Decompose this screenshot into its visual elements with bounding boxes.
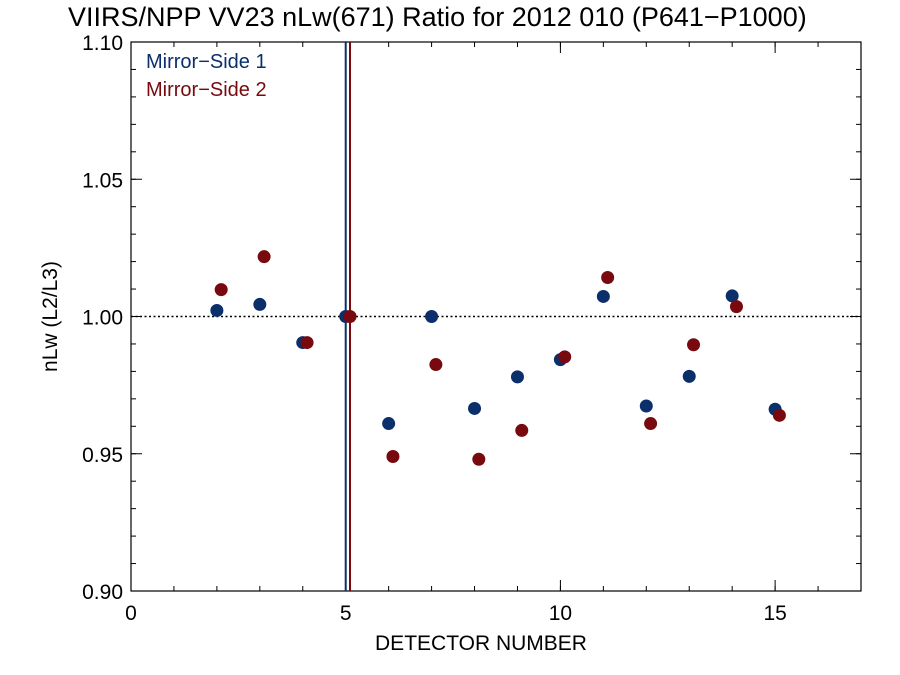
point-mirror-side-2 bbox=[429, 358, 443, 372]
y-tick-label: 0.95 bbox=[82, 444, 123, 467]
legend-mirror-side-2: Mirror−Side 2 bbox=[146, 79, 267, 101]
point-mirror-side-2 bbox=[515, 423, 529, 437]
point-mirror-side-2 bbox=[772, 408, 786, 422]
point-mirror-side-2 bbox=[386, 449, 400, 463]
point-mirror-side-1 bbox=[210, 303, 224, 317]
y-tick-label: 1.00 bbox=[82, 307, 123, 330]
x-tick-label: 10 bbox=[549, 602, 572, 625]
point-mirror-side-1 bbox=[682, 369, 696, 383]
x-tick-label: 5 bbox=[340, 602, 352, 625]
point-mirror-side-1 bbox=[596, 289, 610, 303]
x-tick-label: 0 bbox=[125, 602, 137, 625]
point-mirror-side-1 bbox=[510, 370, 524, 384]
point-mirror-side-2 bbox=[300, 336, 314, 350]
chart-title: VIIRS/NPP VV23 nLw(671) Ratio for 2012 0… bbox=[68, 2, 807, 32]
y-tick-label: 1.05 bbox=[82, 169, 123, 192]
point-mirror-side-2 bbox=[214, 283, 228, 297]
point-mirror-side-2 bbox=[343, 310, 357, 323]
legend: Mirror−Side 1 Mirror−Side 2 bbox=[146, 51, 267, 101]
point-mirror-side-1 bbox=[253, 297, 267, 311]
x-tick-label: 15 bbox=[763, 602, 786, 625]
point-mirror-side-1 bbox=[425, 310, 439, 323]
y-tick-label: 0.90 bbox=[82, 581, 123, 604]
point-mirror-side-2 bbox=[257, 250, 271, 264]
x-axis-label: DETECTOR NUMBER bbox=[375, 632, 587, 655]
x-tick-labels: 0 5 10 15 bbox=[125, 602, 787, 625]
point-mirror-side-2 bbox=[558, 350, 572, 364]
point-mirror-side-2 bbox=[601, 271, 615, 285]
point-mirror-side-1 bbox=[468, 401, 482, 415]
point-mirror-side-1 bbox=[725, 289, 739, 303]
point-mirror-side-2 bbox=[729, 300, 743, 314]
y-tick-label: 1.10 bbox=[82, 32, 123, 55]
point-mirror-side-1 bbox=[382, 417, 396, 431]
point-mirror-side-1 bbox=[639, 399, 653, 413]
point-mirror-side-2 bbox=[687, 338, 701, 352]
point-mirror-side-2 bbox=[644, 417, 658, 431]
legend-mirror-side-1: Mirror−Side 1 bbox=[146, 51, 267, 73]
data-points bbox=[210, 250, 786, 466]
point-mirror-side-2 bbox=[472, 452, 486, 466]
plot-area bbox=[130, 41, 862, 592]
y-axis-label: nLw (L2/L3) bbox=[39, 261, 62, 372]
y-tick-labels: 0.90 0.95 1.00 1.05 1.10 bbox=[82, 32, 123, 604]
